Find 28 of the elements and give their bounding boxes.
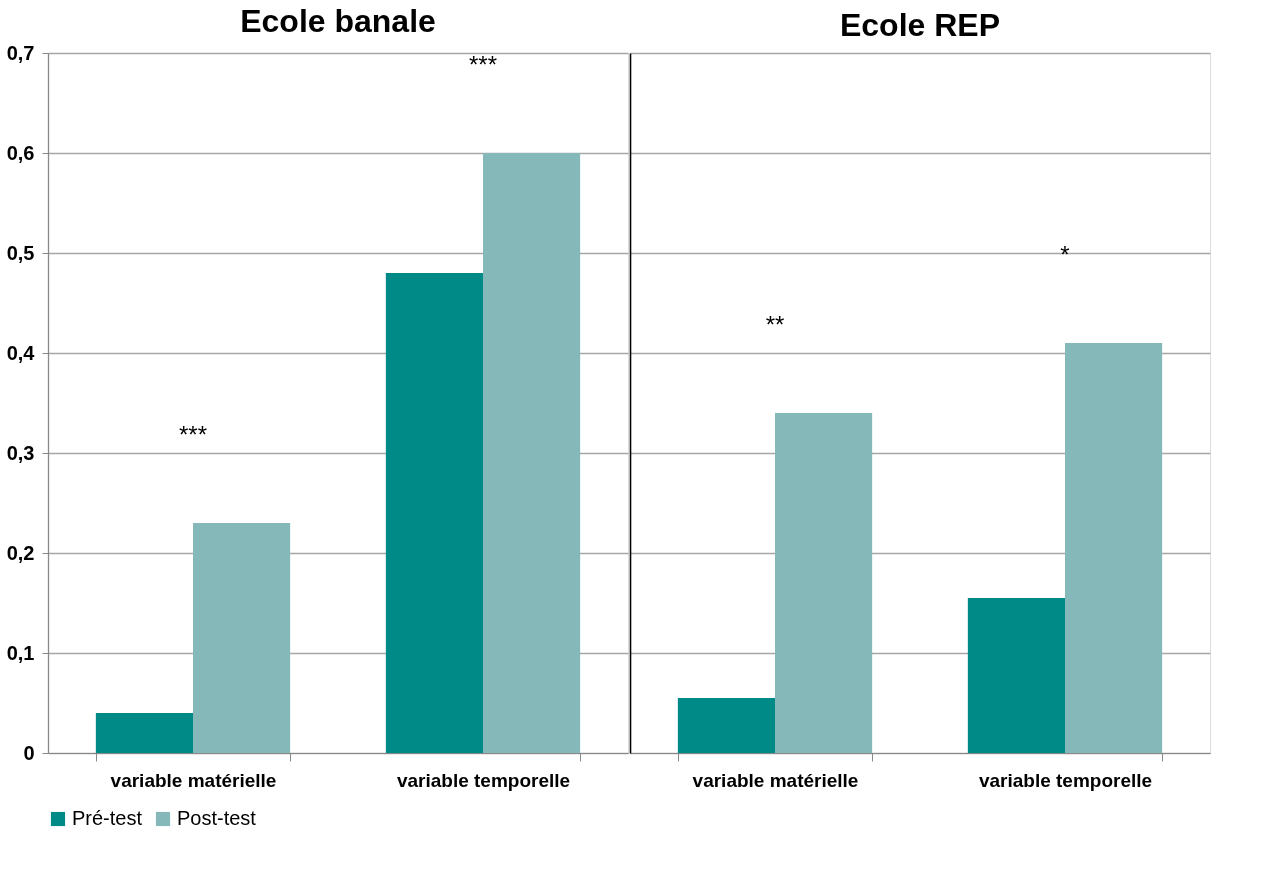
legend-label: Post-test	[177, 807, 257, 829]
x-tick-label: variable temporelle	[978, 769, 1153, 791]
y-tick-label: 0,3	[6, 441, 35, 464]
chart-title: Ecole banale	[240, 3, 436, 39]
x-tick-label: variable matérielle	[110, 769, 277, 791]
y-tick-label: 0,4	[6, 341, 36, 364]
y-tick-label: 0,2	[6, 541, 35, 564]
annotation: ***	[178, 421, 208, 448]
bar	[483, 153, 581, 753]
bar	[95, 713, 193, 753]
bar	[193, 523, 291, 753]
bar	[775, 413, 873, 753]
bar	[967, 598, 1065, 753]
annotation: ***	[468, 51, 498, 78]
y-tick-label: 0	[23, 741, 35, 764]
legend-label: Pré-test	[72, 807, 143, 829]
bar	[1065, 343, 1163, 753]
bar	[385, 273, 483, 753]
x-tick-label: variable matérielle	[692, 769, 859, 791]
bar	[677, 698, 775, 753]
y-tick-label: 0,5	[6, 241, 35, 264]
y-tick-label: 0,6	[6, 141, 35, 164]
y-tick-label: 0,1	[6, 641, 35, 664]
y-tick-label: 0,7	[6, 41, 35, 64]
chart-title: Ecole REP	[839, 7, 1001, 43]
annotation: **	[765, 311, 785, 338]
annotation: *	[1060, 241, 1070, 268]
x-tick-label: variable temporelle	[396, 769, 571, 791]
